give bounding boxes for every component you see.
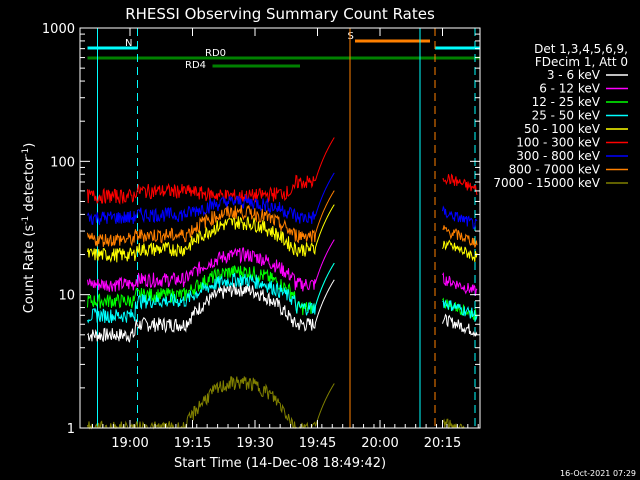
- x-tick-label: 20:00: [361, 436, 398, 451]
- series-line-late-4: [442, 239, 478, 262]
- series-line-late-6: [442, 205, 478, 230]
- footer-timestamp: 16-Oct-2021 07:29: [560, 469, 636, 478]
- series-line-2: [87, 262, 335, 316]
- series-line-1: [87, 239, 335, 292]
- legend-label-3: 25 - 50 keV: [532, 109, 601, 123]
- series-line-4: [87, 204, 335, 263]
- series-line-late-5: [442, 173, 478, 196]
- x-axis-label: Start Time (14-Dec-08 18:49:42): [174, 456, 386, 471]
- y-tick-label: 1000: [42, 22, 75, 37]
- y-axis-label-end: ): [22, 143, 37, 148]
- legend-header-line1: Det 1,3,4,5,6,9,: [534, 42, 628, 56]
- y-tick-label: 1: [67, 422, 75, 437]
- x-tick-label: 19:15: [174, 436, 211, 451]
- legend-label-4: 50 - 100 keV: [524, 122, 601, 136]
- x-tick-label: 19:30: [236, 436, 273, 451]
- series-line-late-7: [442, 225, 478, 248]
- series-line-late-1: [442, 272, 478, 297]
- y-tick-label: 10: [58, 289, 75, 304]
- y-axis-label: Count Rate (s-1 detector-1): [21, 143, 37, 314]
- y-axis-label-mid: detector: [22, 156, 37, 216]
- series-lines: [87, 137, 478, 430]
- legend-label-2: 12 - 25 keV: [532, 95, 601, 109]
- x-axis: 19:00 19:15 19:30 19:45 20:00 20:15: [92, 28, 479, 451]
- legend-header-line2: FDecim 1, Att 0: [535, 55, 628, 69]
- legend-label-6: 300 - 800 keV: [516, 149, 600, 163]
- y-axis-label-main: Count Rate (s: [22, 225, 37, 314]
- series-line-6: [87, 172, 335, 225]
- x-tick-label: 19:45: [299, 436, 336, 451]
- flag-label-rd0: RD0: [205, 48, 226, 59]
- series-line-0: [87, 279, 335, 343]
- flag-label-n: N: [125, 38, 132, 49]
- legend-label-5: 100 - 300 keV: [516, 136, 600, 150]
- flag-label-rd4: RD4: [185, 60, 206, 71]
- series-line-late-3: [442, 299, 478, 321]
- vertical-markers: [97, 28, 476, 428]
- series-line-3: [87, 262, 335, 324]
- legend: Det 1,3,4,5,6,9, FDecim 1, Att 0 3 - 6 k…: [493, 42, 628, 190]
- legend-label-0: 3 - 6 keV: [547, 68, 601, 82]
- y-tick-label: 100: [50, 155, 75, 170]
- legend-label-1: 6 - 12 keV: [539, 82, 601, 96]
- flag-label-s: S: [348, 31, 354, 42]
- series-line-5: [87, 137, 335, 205]
- chart-title: RHESSI Observing Summary Count Rates: [125, 5, 435, 23]
- x-tick-label: 19:00: [111, 436, 148, 451]
- legend-label-7: 800 - 7000 keV: [509, 163, 601, 177]
- x-tick-label: 20:15: [424, 436, 461, 451]
- y-axis-label-sup2: -1: [21, 148, 31, 157]
- y-axis-label-sup1: -1: [21, 216, 31, 225]
- y-axis: 1 10 100 1000: [42, 22, 480, 437]
- series-line-7: [87, 190, 335, 247]
- legend-label-8: 7000 - 15000 keV: [493, 176, 600, 190]
- series-line-late-0: [442, 313, 478, 338]
